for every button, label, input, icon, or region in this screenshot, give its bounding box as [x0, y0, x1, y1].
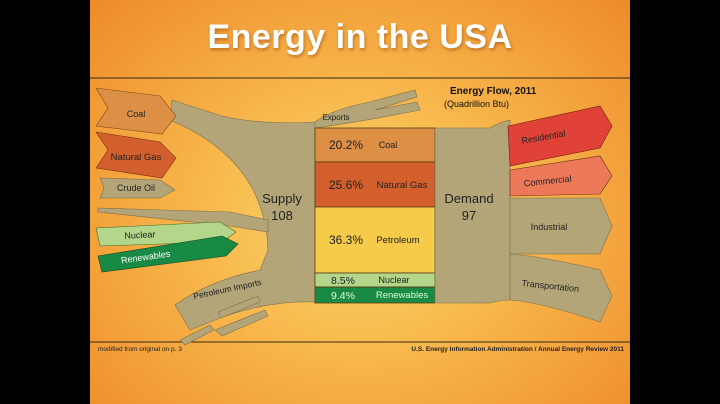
residential-output: [507, 105, 613, 167]
mix-pct-coal: 20.2%: [329, 138, 363, 152]
mix-label-nuclear: Nuclear: [378, 275, 409, 285]
mix-pct-renewables: 9.4%: [331, 290, 355, 302]
mix-label-renewables: Renewables: [376, 290, 429, 301]
mix-block-petroleum: [314, 206, 436, 274]
supply-label: Supply: [262, 191, 302, 206]
coal-input: [95, 87, 177, 135]
input-label-crude-oil: Crude Oil: [117, 183, 155, 193]
commercial-output: [509, 155, 613, 197]
exports-label: Exports: [322, 113, 349, 122]
output-label-industrial: Industrial: [531, 222, 568, 232]
crude-oil-link: [97, 207, 269, 233]
mix-pct-natural-gas: 25.6%: [329, 178, 363, 192]
renewables-input: [97, 235, 239, 273]
chart-subtitle: (Quadrillion Btu): [444, 99, 509, 109]
natural-gas-input: [95, 131, 177, 179]
mix-label-coal: Coal: [379, 140, 398, 150]
demand-label: Demand: [444, 191, 493, 206]
mix-pct-petroleum: 36.3%: [329, 233, 363, 247]
mix-label-natural-gas: Natural Gas: [377, 180, 428, 191]
industrial-output: [509, 197, 613, 255]
exports-flow: [314, 89, 421, 129]
supply-flow: [169, 99, 316, 331]
crude-oil-feed: [99, 177, 176, 199]
footer-left: modified from original on p. 3: [98, 346, 182, 353]
mix-pct-nuclear: 8.5%: [331, 275, 355, 287]
slide-title: Energy in the USA: [207, 18, 513, 56]
imports-arrows: [179, 295, 269, 346]
mix-label-petroleum: Petroleum: [376, 235, 419, 246]
output-label-commercial: Commercial: [523, 174, 572, 189]
slide: Energy in the USA Coal Natural Gas Crude…: [90, 0, 630, 404]
input-label-coal: Coal: [127, 109, 146, 119]
chart-title: Energy Flow, 2011: [450, 86, 537, 97]
input-label-nuclear: Nuclear: [124, 229, 155, 241]
demand-value: 97: [462, 208, 476, 223]
supply-value: 108: [271, 208, 293, 223]
input-label-natural-gas: Natural Gas: [111, 152, 162, 163]
energy-flow-diagram: Coal Natural Gas Crude Oil Nuclear Renew…: [90, 77, 630, 353]
transportation-output: [509, 253, 613, 323]
footer-right: U.S. Energy Information Administration /…: [411, 346, 624, 353]
